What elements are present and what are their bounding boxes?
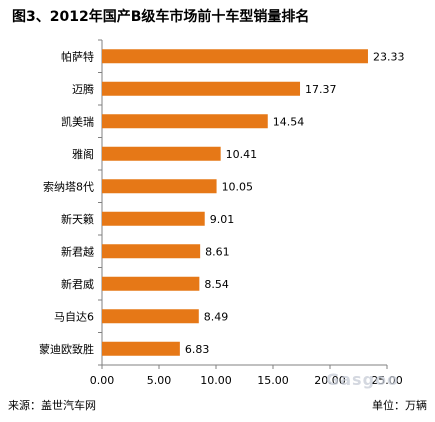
x-tick-label: 20.00 (314, 374, 346, 387)
bar (102, 341, 180, 356)
x-tick-label: 25.00 (371, 374, 403, 387)
value-label: 8.49 (204, 310, 229, 323)
bar (102, 309, 199, 324)
category-label: 帕萨特 (61, 49, 94, 63)
value-label: 9.01 (210, 213, 235, 226)
bar (102, 179, 217, 194)
unit-note: 单位：万辆 (372, 399, 427, 412)
category-label: 索纳塔8代 (43, 179, 94, 193)
value-label: 8.61 (205, 245, 230, 258)
x-tick-label: 0.00 (90, 374, 115, 387)
value-label: 23.33 (373, 50, 405, 63)
bar (102, 114, 268, 129)
bar (102, 49, 368, 64)
bar (102, 146, 221, 161)
x-tick-label: 10.00 (200, 374, 232, 387)
x-tick-label: 15.00 (257, 374, 289, 387)
value-label: 10.05 (222, 180, 254, 193)
category-label: 新天籁 (61, 212, 94, 226)
bar (102, 81, 301, 96)
bar (102, 211, 205, 226)
source-note: 来源：盖世汽车网 (8, 399, 96, 412)
category-label: 雅阁 (72, 147, 94, 161)
watermark: Gasgoo (326, 370, 399, 389)
chart-title: 图3、2012年国产B级车市场前十车型销量排名 (12, 9, 310, 25)
category-label: 蒙迪欧致胜 (39, 342, 94, 356)
value-label: 8.54 (204, 278, 229, 291)
category-label: 迈腾 (72, 82, 94, 96)
category-label: 马自达6 (54, 310, 94, 323)
bar (102, 276, 200, 291)
category-label: 凯美瑞 (61, 114, 94, 128)
value-label: 14.54 (273, 115, 305, 128)
category-label: 新君越 (61, 244, 94, 258)
x-tick-label: 5.00 (147, 374, 172, 387)
value-label: 17.37 (305, 83, 337, 96)
value-label: 10.41 (226, 148, 258, 161)
category-label: 新君威 (61, 277, 94, 291)
bar (102, 244, 201, 259)
value-label: 6.83 (185, 343, 210, 356)
